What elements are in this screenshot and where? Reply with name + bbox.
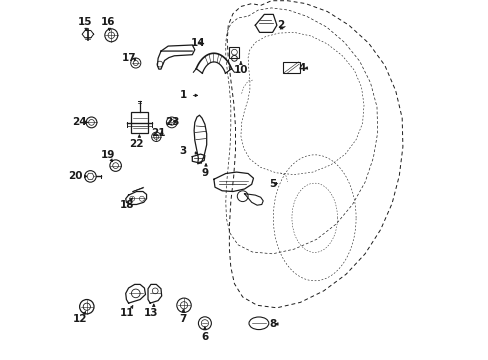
- Text: 22: 22: [129, 139, 143, 149]
- Text: 18: 18: [120, 200, 135, 210]
- Text: 15: 15: [78, 17, 92, 27]
- Text: 20: 20: [68, 171, 82, 181]
- Text: 12: 12: [72, 314, 87, 324]
- Text: 8: 8: [269, 319, 276, 329]
- Text: 24: 24: [72, 117, 87, 127]
- Text: 21: 21: [150, 128, 165, 138]
- Text: 14: 14: [190, 38, 204, 48]
- Text: 13: 13: [143, 308, 158, 318]
- Text: 2: 2: [276, 20, 284, 30]
- Text: 4: 4: [298, 63, 305, 73]
- Text: 7: 7: [179, 314, 186, 324]
- Text: 5: 5: [269, 179, 276, 189]
- Text: 11: 11: [120, 308, 135, 318]
- Text: 1: 1: [179, 90, 186, 100]
- Text: 23: 23: [165, 117, 180, 127]
- Text: 17: 17: [122, 53, 136, 63]
- Text: 6: 6: [201, 332, 208, 342]
- Text: 10: 10: [233, 65, 247, 75]
- Text: 16: 16: [100, 17, 115, 27]
- Text: 19: 19: [101, 150, 115, 160]
- Text: 9: 9: [201, 168, 208, 178]
- Text: 3: 3: [179, 146, 186, 156]
